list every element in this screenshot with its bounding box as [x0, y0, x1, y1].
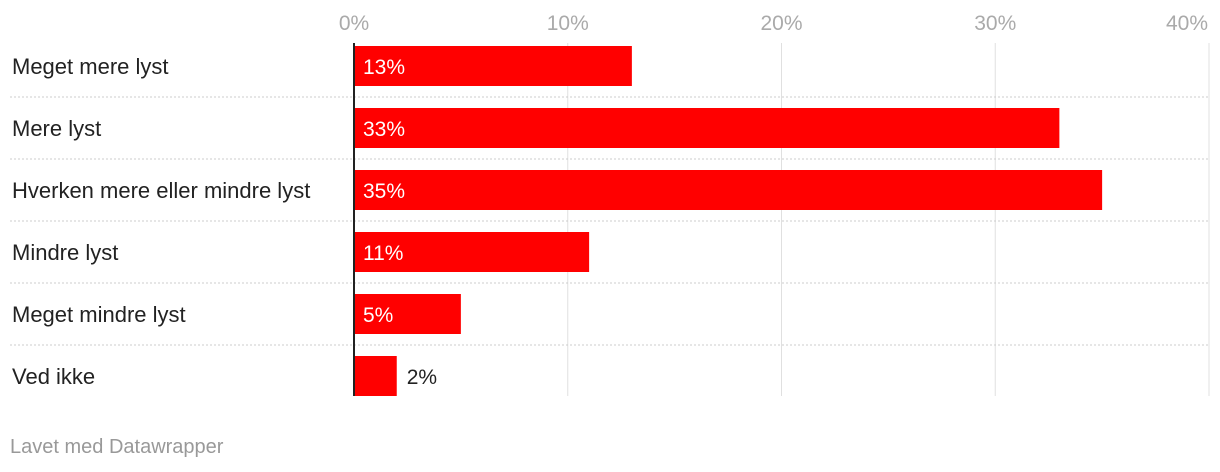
chart-canvas: 0% 10% 20% 30% 40% Meget mere lyst 13% Mere lys… [10, 12, 1210, 396]
data-label: 11% [363, 242, 403, 265]
credit-text: Lavet med Datawrapper [10, 436, 224, 458]
x-tick-label: 20% [760, 12, 802, 35]
bar [354, 294, 461, 334]
bar [354, 108, 1060, 148]
data-label: 35% [363, 180, 405, 203]
data-label: 5% [363, 304, 393, 327]
category-label: Meget mindre lyst [12, 302, 186, 327]
x-tick-label: 10% [547, 12, 589, 35]
category-label: Mere lyst [12, 116, 101, 141]
category-label: Mindre lyst [12, 240, 118, 265]
data-label: 13% [363, 56, 405, 79]
bar [354, 46, 632, 86]
category-label: Ved ikke [12, 364, 95, 389]
bar [354, 356, 397, 396]
bar [354, 170, 1103, 210]
data-label: 33% [363, 118, 405, 141]
category-label: Meget mere lyst [12, 54, 169, 79]
bar [354, 232, 590, 272]
x-tick-label: 40% [1166, 12, 1208, 35]
category-label: Hverken mere eller mindre lyst [12, 178, 310, 203]
x-tick-label: 30% [974, 12, 1016, 35]
x-tick-label: 0% [339, 12, 369, 35]
data-label: 2% [407, 366, 437, 389]
